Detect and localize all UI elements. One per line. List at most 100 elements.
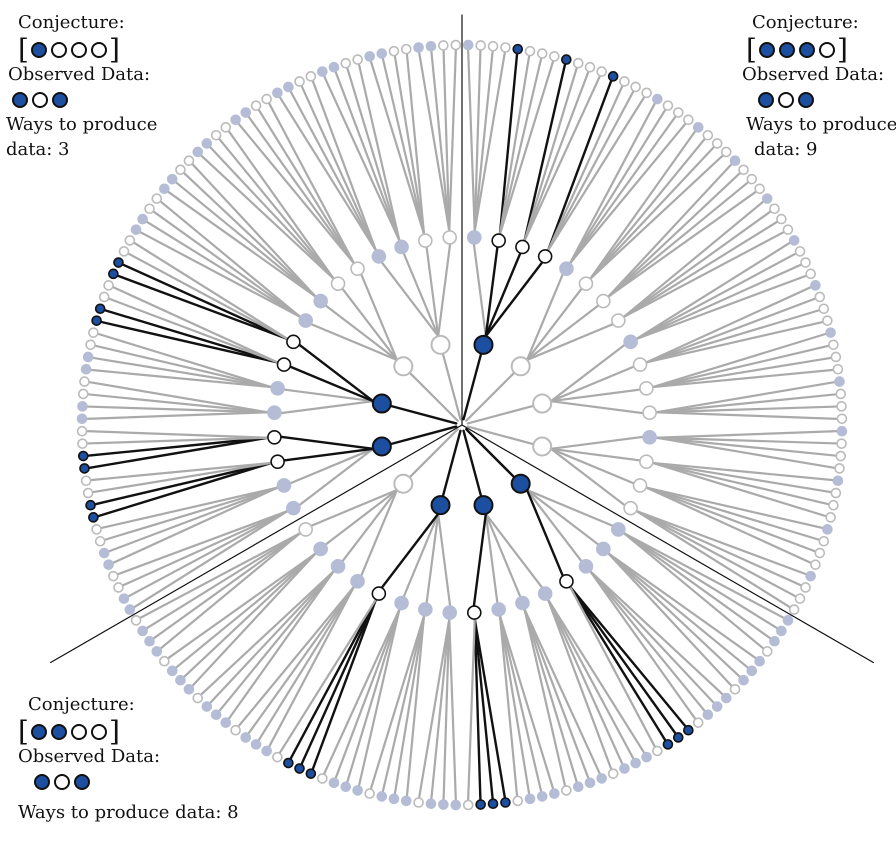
branch-edge-level3 xyxy=(473,617,494,801)
branch-edge-level3 xyxy=(467,48,476,233)
marble-node-level3 xyxy=(183,155,195,167)
branch-edge-level3 xyxy=(278,95,378,252)
marble-node-level1 xyxy=(393,473,414,494)
branch-edge-level3 xyxy=(357,62,401,242)
marble-blue-icon xyxy=(74,773,90,790)
marble-node-level3 xyxy=(746,665,758,677)
branch-edge-level3 xyxy=(107,486,279,553)
branch-edge-level3 xyxy=(523,74,602,242)
marble-node-level3 xyxy=(652,745,663,757)
branch-edge-level2 xyxy=(324,488,399,546)
branch-edge-level3 xyxy=(473,617,482,802)
branch-edge-level2 xyxy=(324,304,399,362)
branch-edge-level2 xyxy=(282,388,375,403)
marble-node-level3 xyxy=(272,751,283,763)
branch-edge-level3 xyxy=(651,356,833,389)
marble-node-level3 xyxy=(80,475,92,487)
branch-edge-level3 xyxy=(568,585,677,735)
branch-edge-level1 xyxy=(462,429,483,498)
branch-edge-level3 xyxy=(607,180,750,298)
marble-node-level3 xyxy=(619,76,630,87)
branch-edge-level2 xyxy=(549,447,642,462)
branch-edge-level2 xyxy=(402,512,440,598)
marble-node-level3 xyxy=(352,785,363,796)
branch-edge-level3 xyxy=(568,115,677,265)
branch-edge-level3 xyxy=(654,430,839,439)
marble-node-level2 xyxy=(267,405,282,421)
marble-node-level3 xyxy=(79,376,90,387)
branch-edge-level2 xyxy=(437,512,452,608)
branch-edge-level3 xyxy=(126,252,289,341)
marble-node-level3 xyxy=(94,535,106,547)
marble-node-level3 xyxy=(98,547,110,559)
branch-edge-level3 xyxy=(227,570,335,721)
marble-node-level2 xyxy=(611,313,626,328)
branch-edge-level3 xyxy=(96,461,273,518)
marble-node-level3 xyxy=(201,138,213,149)
marble-node-level3 xyxy=(769,203,780,215)
branch-edge-level3 xyxy=(654,393,838,414)
branch-edge-level3 xyxy=(622,531,765,650)
marble-node-level3 xyxy=(364,788,375,799)
conjecture-marbles: [ ] xyxy=(746,32,848,66)
panel-top-left: Conjecture: [ ] Observed Data: Ways to p… xyxy=(6,10,157,162)
marble-node-level3 xyxy=(230,724,241,736)
branch-edge-level3 xyxy=(607,552,758,660)
marble-node-level3 xyxy=(788,235,800,246)
marble-node-level3 xyxy=(364,51,375,62)
marble-node-level3 xyxy=(500,797,511,808)
marble-node-level3 xyxy=(607,768,619,779)
branch-edge-level3 xyxy=(546,598,624,766)
marble-node-level3 xyxy=(800,582,811,593)
branch-edge-level3 xyxy=(93,461,273,506)
marble-node-level3 xyxy=(500,42,511,53)
marble-node-level3 xyxy=(572,781,584,793)
marble-blue-icon xyxy=(798,91,814,108)
panel-bottom: Conjecture: [ ] Observed Data: Ways to p… xyxy=(18,692,239,825)
marble-node-level3 xyxy=(487,798,499,810)
branch-edge-level3 xyxy=(589,570,725,696)
observed-marbles xyxy=(10,87,157,112)
marble-node-level3 xyxy=(118,593,130,604)
branch-edge-level3 xyxy=(166,552,317,660)
branch-edge-level3 xyxy=(467,617,476,802)
marble-blue-icon xyxy=(12,91,28,108)
branch-edge-level3 xyxy=(132,241,289,341)
marble-node-level3 xyxy=(828,339,839,351)
branch-edge-level3 xyxy=(523,608,578,784)
marble-node-level2 xyxy=(313,541,328,557)
marble-white-icon xyxy=(50,41,67,58)
marble-node-level2 xyxy=(623,334,638,350)
marble-node-level2 xyxy=(578,559,594,574)
marble-node-level3 xyxy=(738,164,749,176)
branch-edge-level3 xyxy=(645,486,821,541)
marble-node-level3 xyxy=(549,788,560,799)
branch-edge-level3 xyxy=(289,89,378,252)
branch-edge-level3 xyxy=(182,171,317,298)
branch-edge-level3 xyxy=(152,210,302,319)
marble-node-level2 xyxy=(639,381,654,396)
branch-edge-level1 xyxy=(389,404,458,425)
marble-node-level3 xyxy=(183,683,195,695)
observed-marbles xyxy=(756,87,896,112)
marble-node-level3 xyxy=(352,54,363,65)
observed-label: Observed Data: xyxy=(8,63,151,85)
marble-node-level3 xyxy=(124,604,136,615)
branch-edge-level3 xyxy=(86,436,270,457)
marble-node-level3 xyxy=(830,487,842,499)
branch-edge-level1 xyxy=(465,371,516,422)
branch-edge-level3 xyxy=(546,598,635,761)
marble-node-level3 xyxy=(376,48,388,59)
branch-edge-level2 xyxy=(549,365,635,403)
branch-edge-level3 xyxy=(568,122,687,265)
marble-node-level2 xyxy=(350,574,365,589)
branch-edge-level3 xyxy=(121,509,289,587)
branch-edge-level1 xyxy=(462,352,483,421)
branch-edge-level3 xyxy=(99,486,279,530)
branch-edge-level3 xyxy=(346,66,401,242)
marble-node-level3 xyxy=(835,388,847,400)
marble-node-level3 xyxy=(814,547,826,559)
branch-edge-level3 xyxy=(199,154,335,280)
marble-node-level3 xyxy=(702,129,714,141)
